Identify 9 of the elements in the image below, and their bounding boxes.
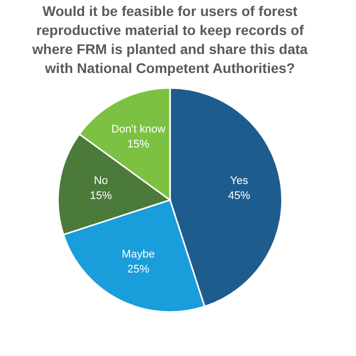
slice-label: Maybe — [122, 248, 155, 260]
slice-label: Yes — [230, 175, 249, 188]
data-label: 25% — [127, 263, 150, 276]
slice-label: No — [94, 175, 108, 188]
slice-label: Don't know — [111, 124, 166, 136]
data-label: 15% — [90, 190, 112, 202]
chart-title: Would it be feasible for users of forest reproductive material to keep records of where FRM is planted and share this data with National Competent Authorities? — [31, 3, 308, 76]
data-label: 15% — [127, 138, 150, 151]
data-label: 45% — [228, 190, 250, 202]
